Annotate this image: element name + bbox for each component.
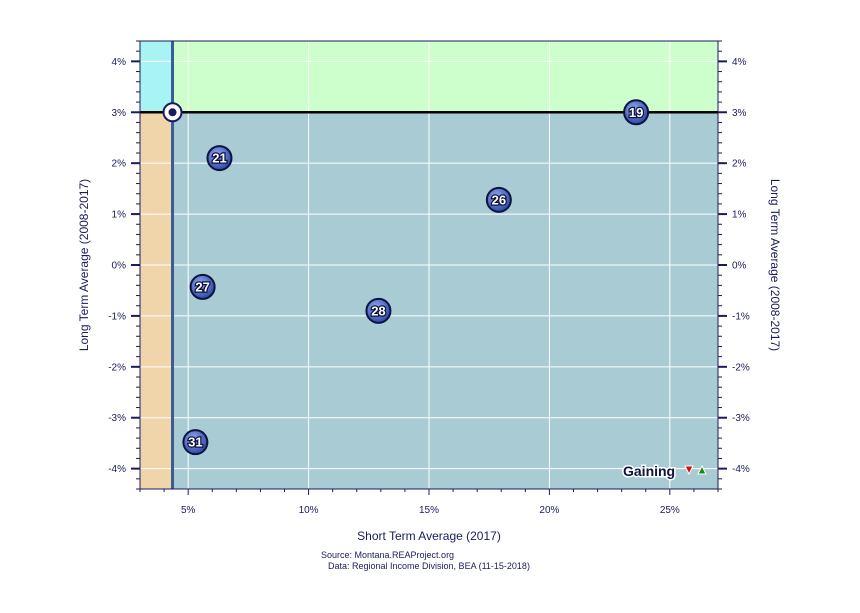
data-point-label: 26 <box>492 192 506 207</box>
data-point-label: 21 <box>212 151 226 166</box>
y-tick-label-right: 2% <box>732 159 747 170</box>
quadrant-bottom-left <box>140 112 173 489</box>
quadrant-top-right <box>172 41 718 113</box>
y-tick-label-left: 3% <box>112 108 127 119</box>
y-tick-label-right: -2% <box>732 362 750 373</box>
y-tick-label-left: -1% <box>108 311 126 322</box>
data-point-label: 27 <box>195 279 209 294</box>
x-tick-label: 10% <box>299 505 319 516</box>
y-tick-label-right: -1% <box>732 311 750 322</box>
data-point-label: 19 <box>629 105 643 120</box>
data-point <box>485 186 512 213</box>
data-line: Data: Regional Income Division, BEA (11-… <box>328 561 530 571</box>
reference-marker-dot <box>168 108 177 117</box>
y-tick-label-left: -2% <box>108 362 126 373</box>
quadrant-backgrounds <box>140 41 718 489</box>
x-axis-title: Short Term Average (2017) <box>357 529 501 543</box>
y-axis-title-left: Long Term Average (2008-2017) <box>77 179 91 351</box>
data-point-label: 31 <box>188 435 202 450</box>
y-tick-label-right: 0% <box>732 261 747 272</box>
data-point <box>182 429 209 456</box>
y-tick-label-right: 3% <box>732 108 747 119</box>
legend: Gaining <box>622 462 707 481</box>
data-point <box>206 145 233 172</box>
data-point <box>365 297 392 324</box>
y-tick-label-left: -3% <box>108 413 126 424</box>
quadrant-bottom-right <box>172 112 718 489</box>
axes: 5% 10% 15% 20% 25% 4% 4% 3% 3% 2% 2% 1% 1% 0% 0% -1% -1%… <box>108 40 750 516</box>
y-tick-label-left: 4% <box>112 57 127 68</box>
source-line: Source: Montana.REAProject.org <box>321 550 454 560</box>
y-tick-label-left: 1% <box>112 210 127 221</box>
quadrant-top-left <box>140 41 173 113</box>
data-point <box>189 273 216 300</box>
y-tick-label-left: -4% <box>108 464 126 475</box>
legend-label: Gaining <box>623 463 675 479</box>
x-tick-label: 20% <box>539 505 559 516</box>
reference-lines <box>140 41 718 489</box>
x-tick-label: 5% <box>181 505 196 516</box>
data-point <box>623 99 650 126</box>
data-point-label: 28 <box>371 303 385 318</box>
y-tick-label-left: 0% <box>112 261 127 272</box>
y-tick-label-left: 2% <box>112 159 127 170</box>
data-points: 19 21 26 27 28 31 <box>182 99 650 456</box>
y-tick-label-right: -4% <box>732 464 750 475</box>
x-tick-label: 25% <box>660 505 680 516</box>
down-arrow-icon <box>684 465 694 476</box>
x-tick-label: 15% <box>419 505 439 516</box>
y-tick-label-right: -3% <box>732 413 750 424</box>
y-axis-title-right: Long Term Average (2008-2017) <box>768 179 782 351</box>
y-tick-label-right: 4% <box>732 57 747 68</box>
grid <box>140 41 718 489</box>
up-arrow-icon <box>697 464 707 475</box>
y-tick-label-right: 1% <box>732 210 747 221</box>
